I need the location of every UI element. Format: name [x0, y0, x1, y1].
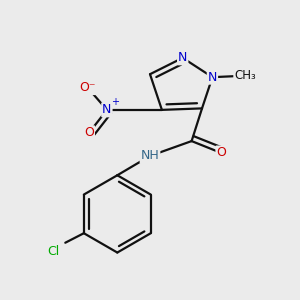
- Text: Cl: Cl: [47, 245, 59, 258]
- Text: O: O: [216, 146, 226, 160]
- Text: +: +: [111, 97, 119, 106]
- Text: N: N: [102, 103, 112, 116]
- Text: NH: NH: [141, 149, 159, 162]
- Text: N: N: [178, 51, 188, 64]
- Text: N: N: [208, 71, 217, 84]
- Text: CH₃: CH₃: [234, 69, 256, 82]
- Text: O⁻: O⁻: [79, 81, 96, 94]
- Text: O: O: [84, 126, 94, 139]
